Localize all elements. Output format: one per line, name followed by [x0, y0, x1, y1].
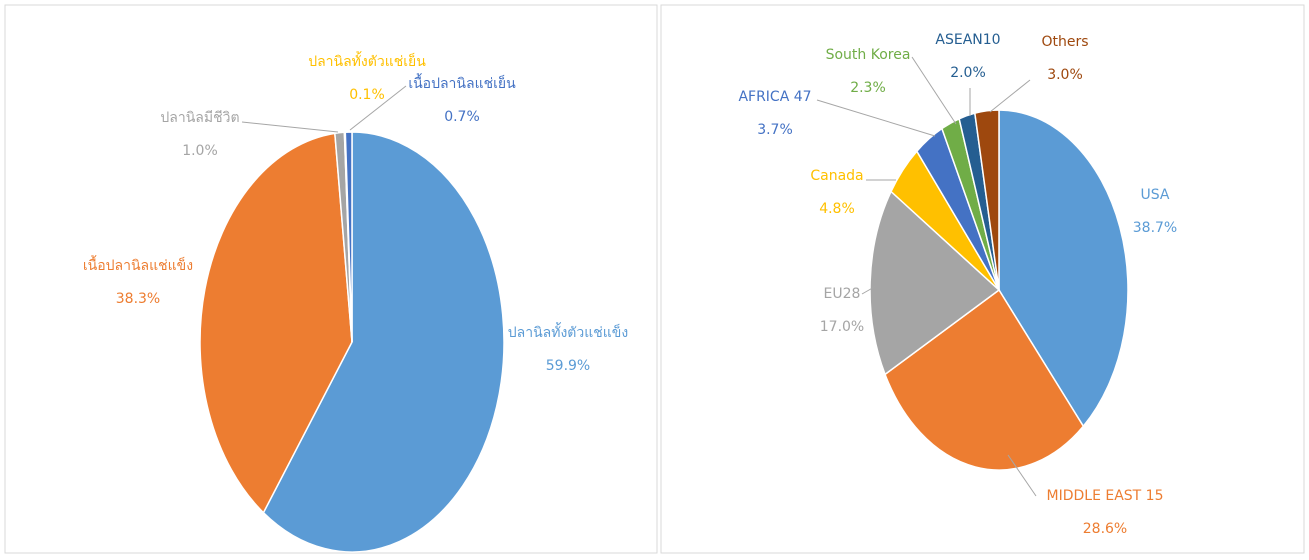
slice-value-label: 0.1% — [349, 87, 385, 103]
slice-value-label: 4.8% — [819, 201, 855, 217]
slice-value-label: 2.0% — [950, 65, 986, 81]
slice-value-label: 0.7% — [444, 109, 480, 125]
leader-line — [816, 99, 936, 137]
slice-value-label: 17.0% — [820, 319, 864, 335]
slice-label: South Korea — [826, 47, 911, 63]
pie-slice — [869, 190, 1001, 376]
slice-label: AFRICA 47 — [738, 89, 811, 105]
pie-slice — [998, 109, 1129, 428]
leader-line — [349, 85, 407, 131]
slice-value-label: 3.7% — [757, 122, 793, 138]
slice-label: MIDDLE EAST 15 — [1047, 488, 1164, 504]
slice-label: เนื้อปลานิลแช่เย็น — [408, 73, 516, 92]
slice-value-label: 38.3% — [116, 291, 160, 307]
slice-label: ASEAN10 — [935, 32, 1000, 48]
slice-label: EU28 — [824, 286, 861, 302]
pie-slice — [262, 131, 505, 553]
slice-label: เนื้อปลานิลแช่แข็ง — [83, 255, 193, 274]
slice-label: USA — [1141, 187, 1170, 203]
slice-value-label: 38.7% — [1133, 220, 1177, 236]
slice-label: ปลานิลทั้งตัวแช่เย็น — [308, 51, 426, 70]
pie-slice — [884, 288, 1085, 471]
leader-line — [861, 285, 877, 295]
slice-label: ปลานิลทั้งตัวแช่แข็ง — [508, 322, 628, 341]
slice-label: Canada — [810, 168, 863, 184]
pie-slice — [199, 132, 353, 514]
slice-value-label: 1.0% — [182, 143, 218, 159]
leader-line — [241, 121, 339, 133]
slice-value-label: 59.9% — [546, 358, 590, 374]
slice-label: ปลานิลมีชีวิต — [160, 110, 239, 126]
leader-line — [989, 79, 1031, 113]
slice-value-label: 2.3% — [850, 80, 886, 96]
slice-value-label: 3.0% — [1047, 67, 1083, 83]
pie-slice — [974, 109, 1000, 291]
leader-line — [1007, 454, 1037, 497]
slice-value-label: 28.6% — [1083, 521, 1127, 537]
slice-label: Others — [1041, 34, 1088, 50]
leader-line — [911, 56, 957, 125]
pie-slice — [344, 131, 353, 343]
